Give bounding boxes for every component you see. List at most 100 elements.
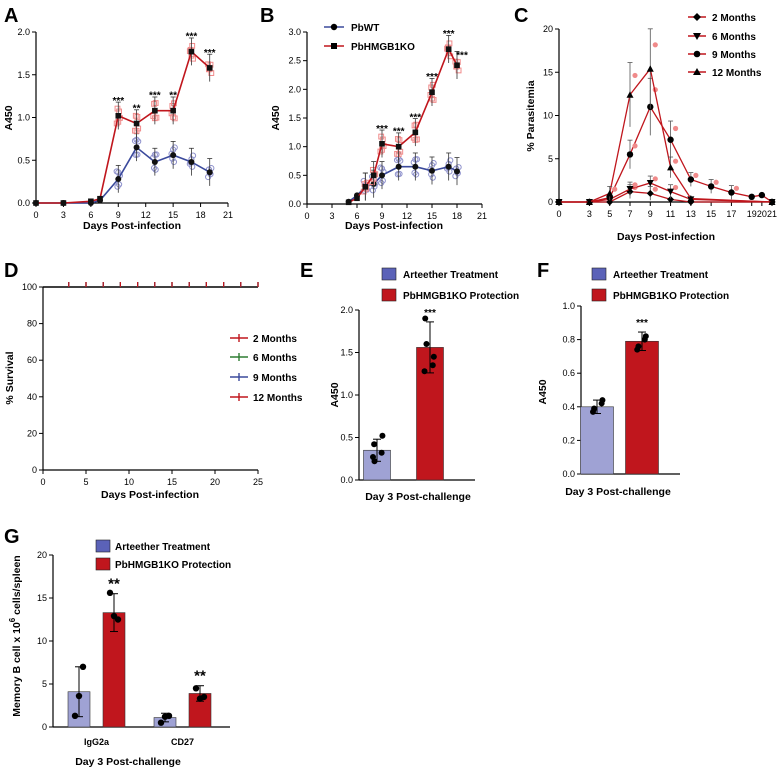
y-tick-label: 2.5 xyxy=(288,56,301,66)
replicate-point xyxy=(672,125,679,132)
legend-g-ko-label: PbHMGB1KO Protection xyxy=(115,560,231,571)
panel-b-legend: PbWT PbHMGB1KO xyxy=(324,23,415,53)
x-tick-label: 13 xyxy=(686,209,696,219)
legend-12m-marker xyxy=(693,68,701,75)
significance-label: *** xyxy=(636,318,648,329)
replicate-point xyxy=(632,72,638,79)
y-tick-label: 1.0 xyxy=(340,390,353,400)
series-marker xyxy=(379,172,385,179)
legend-9m-marker xyxy=(693,50,701,58)
x-tick-label: 9 xyxy=(379,211,384,221)
y-tick-label: 0.0 xyxy=(562,469,575,479)
replicate-point xyxy=(189,42,196,49)
panel-d-y-ticks: 0 20 40 60 80 100 xyxy=(22,282,43,475)
panel-g-y-label-main: Memory B cell x 10 xyxy=(11,622,23,717)
x-tick-label: 0 xyxy=(33,210,38,220)
series-marker xyxy=(429,89,435,95)
series-marker xyxy=(60,200,67,206)
series-marker xyxy=(626,186,634,193)
panel-f-annotations: *** xyxy=(636,318,648,329)
y-tick-label: 10 xyxy=(543,111,553,121)
panel-b-y-label: A450 xyxy=(270,105,282,130)
panel-a-annotations: ******** ******** xyxy=(112,32,215,115)
x-tick-label: 3 xyxy=(587,209,592,219)
significance-label: *** xyxy=(204,48,216,59)
replicate-point xyxy=(114,616,122,623)
significance-label: ** xyxy=(133,103,141,114)
x-tick-label: 18 xyxy=(452,211,462,221)
x-tick-label: 21 xyxy=(223,210,233,220)
replicate-point xyxy=(152,166,159,173)
series-marker xyxy=(115,176,122,183)
replicate-point xyxy=(421,368,428,375)
panel-b-x-label: Days Post-infection xyxy=(345,220,443,232)
legend-wt-label: PbWT xyxy=(351,23,379,34)
panel-d-series xyxy=(43,282,259,288)
panel-b-annotations: *** *************** xyxy=(376,29,468,137)
panel-d-legend: 2 Months 6 Months 9 Months 12 Months xyxy=(230,334,303,404)
legend-e-ko-swatch xyxy=(381,288,397,302)
legend-d-2m-label: 2 Months xyxy=(253,334,297,345)
y-tick-label: 20 xyxy=(27,428,37,438)
panel-b-chart: 0 3 6 9 12 15 18 21 0.00.51.01.52.02.53.0 *** **… xyxy=(270,23,487,232)
series-marker xyxy=(646,189,654,197)
legend-12m-label: 12 Months xyxy=(712,68,762,79)
series-marker xyxy=(646,65,654,72)
replicate-point xyxy=(632,182,638,188)
legend-d-12m-label: 12 Months xyxy=(253,393,303,404)
replicate-point xyxy=(396,170,403,178)
series-marker xyxy=(626,151,634,158)
y-tick-label: 5 xyxy=(548,154,553,164)
series-marker xyxy=(555,198,563,205)
series-marker xyxy=(667,188,675,196)
series-line-0 xyxy=(36,146,211,204)
series-marker xyxy=(170,107,176,114)
panel-letter-c: C xyxy=(514,5,528,27)
series-marker xyxy=(758,191,766,199)
panel-g-annotations: ** ** xyxy=(108,576,206,685)
replicate-point xyxy=(413,171,420,178)
series-marker xyxy=(412,129,419,136)
legend-g-arteether-swatch xyxy=(95,539,111,553)
y-tick-label: 1.0 xyxy=(17,113,30,123)
series-line-2 xyxy=(559,105,773,203)
legend-f-arteether-swatch xyxy=(591,267,607,281)
series-marker xyxy=(379,141,385,147)
replicate-point xyxy=(371,441,378,448)
panel-d-y-label: % Survival xyxy=(4,351,16,404)
series-marker xyxy=(33,200,39,206)
x-tick-label: 21 xyxy=(477,211,487,221)
y-tick-label: 1.0 xyxy=(288,142,301,152)
bar-0 xyxy=(580,406,614,475)
replicate-point xyxy=(430,160,437,167)
legend-wt-marker xyxy=(330,23,338,31)
y-tick-label: 1.5 xyxy=(17,70,30,80)
legend-6m-marker xyxy=(693,33,701,40)
replicate-point xyxy=(157,719,165,726)
x-tick-label: 12 xyxy=(141,210,151,220)
x-tick-label: 18 xyxy=(196,210,206,220)
series-marker xyxy=(626,91,634,98)
panel-g-x-label: Day 3 Post-challenge xyxy=(75,756,181,768)
significance-label: *** xyxy=(424,308,436,319)
legend-2m-marker xyxy=(693,13,701,21)
panel-a-x-label: Days Post-infection xyxy=(83,220,181,232)
replicate-point xyxy=(693,172,699,178)
y-tick-label: 0.5 xyxy=(340,433,353,443)
x-tick-label: 20 xyxy=(210,477,220,487)
replicate-point xyxy=(652,176,658,182)
panel-b-y-ticks: 0.0 0.5 1.0 1.5 2.0 2.5 3.0 xyxy=(288,27,307,209)
panel-d-x-ticks: 0 5 10 15 20 25 xyxy=(40,470,263,487)
series-marker xyxy=(687,176,695,183)
y-tick-label: 80 xyxy=(27,319,37,329)
significance-label: *** xyxy=(112,96,124,107)
significance-label: *** xyxy=(426,72,438,83)
series-marker xyxy=(768,198,776,205)
x-tick-label: 17 xyxy=(726,209,736,219)
legend-e-arteether-swatch xyxy=(381,267,397,281)
replicate-point xyxy=(151,100,157,107)
series-marker xyxy=(748,193,755,201)
y-tick-label: 3.0 xyxy=(288,27,301,37)
replicate-point xyxy=(641,336,648,343)
